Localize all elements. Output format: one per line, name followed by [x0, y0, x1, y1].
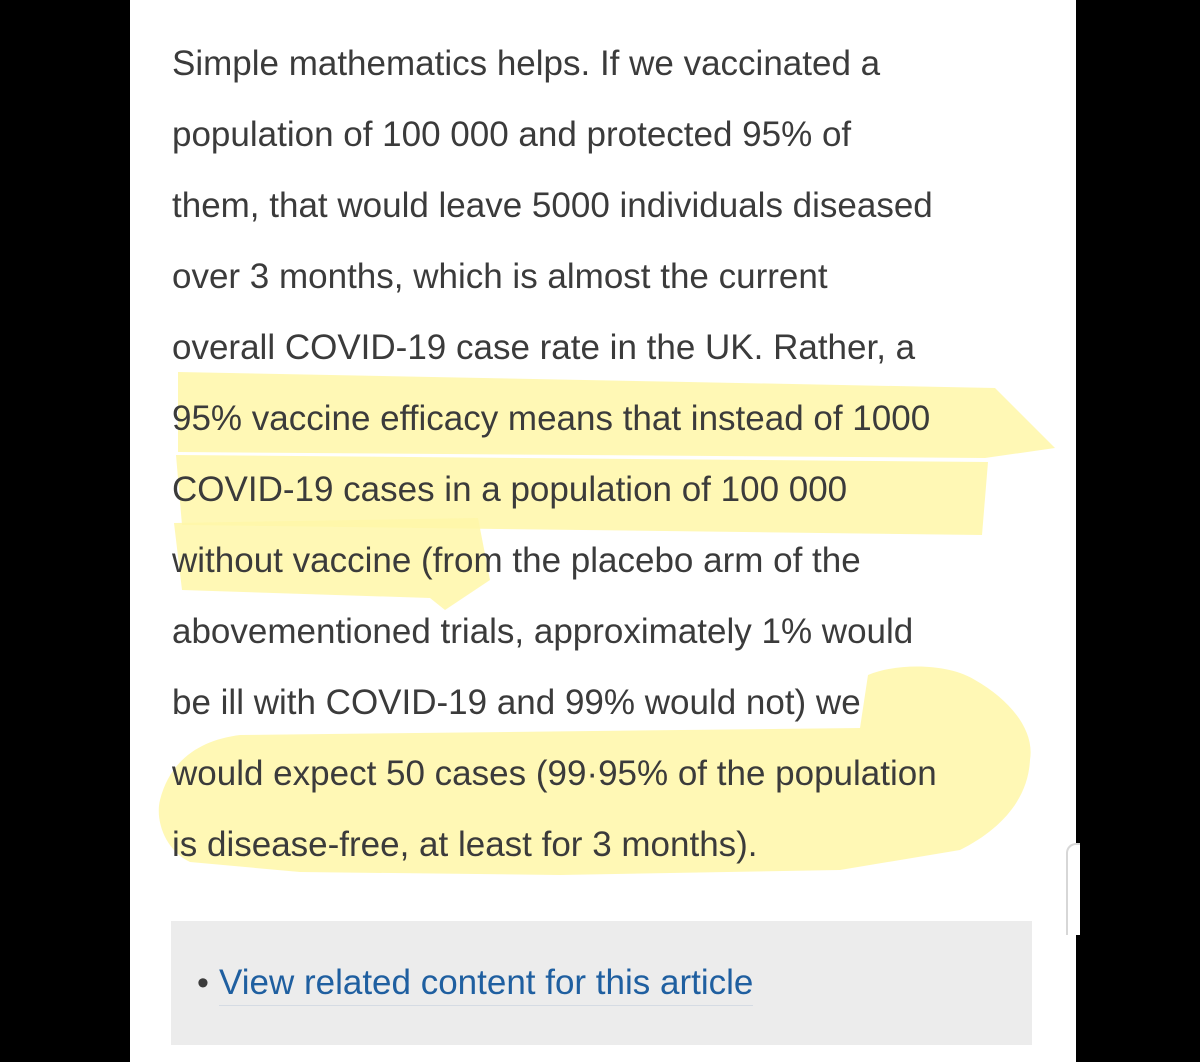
paragraph-line: be ill with COVID-19 and 99% would not) … [172, 683, 861, 722]
related-content-box: • View related content for this article [171, 921, 1032, 1045]
paragraph-line: overall COVID-19 case rate in the UK. Ra… [172, 328, 916, 367]
paragraph-line: over 3 months, which is almost the curre… [172, 257, 828, 296]
article-paragraph: Simple mathematics helps. If we vaccinat… [172, 28, 1052, 880]
paragraph-line: without vaccine (from the placebo arm of… [172, 541, 861, 580]
paragraph-line: abovementioned trials, approximately 1% … [172, 612, 914, 651]
paragraph-line: is disease-free, at least for 3 months). [172, 825, 758, 864]
bullet: • [197, 964, 209, 1002]
paragraph-line: 95% vaccine efficacy means that instead … [172, 399, 931, 438]
paragraph-line: Simple mathematics helps. If we vaccinat… [172, 44, 881, 83]
scrollbar-edge[interactable] [1066, 843, 1080, 935]
paragraph-line: would expect 50 cases (99·95% of the pop… [172, 754, 937, 793]
view-related-content-link[interactable]: View related content for this article [219, 961, 754, 1006]
paragraph-line: population of 100 000 and protected 95% … [172, 115, 852, 154]
paragraph-line: COVID-19 cases in a population of 100 00… [172, 470, 848, 509]
paragraph-line: them, that would leave 5000 individuals … [172, 186, 933, 225]
